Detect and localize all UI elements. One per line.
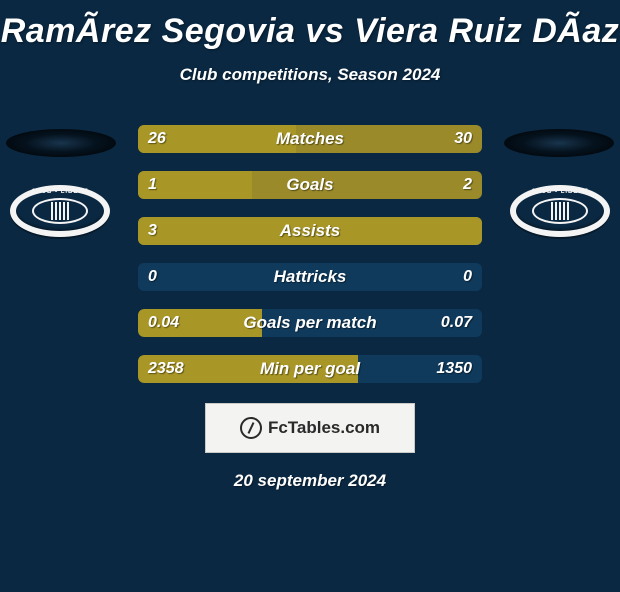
fctables-logo-icon — [240, 417, 262, 439]
stat-row: 3Assists — [138, 217, 482, 245]
source-brand: FcTables.com — [268, 418, 380, 438]
stat-value-right: 2 — [453, 171, 482, 199]
stat-fill — [138, 309, 262, 337]
stat-fill — [138, 263, 310, 291]
snapshot-date: 20 september 2024 — [0, 471, 620, 491]
stat-fill — [138, 171, 252, 199]
stat-value-right: 30 — [444, 125, 482, 153]
stat-row: 23581350Min per goal — [138, 355, 482, 383]
stat-fill — [138, 355, 358, 383]
comparison-chart: CLUB • LIBERT CLUB • LIBERT 2630Matches 1… — [0, 125, 620, 385]
stat-value-right: 0 — [453, 263, 482, 291]
stat-rows: 2630Matches 12Goals 3Assists 00Hattricks 0.0… — [138, 125, 482, 401]
stat-value-right: 0.07 — [431, 309, 482, 337]
stat-row: 0.040.07Goals per match — [138, 309, 482, 337]
stat-value-right: 1350 — [426, 355, 482, 383]
source-badge: FcTables.com — [205, 403, 415, 453]
club-crest-right: CLUB • LIBERT — [510, 185, 610, 237]
player-shadow-right — [504, 129, 614, 157]
stat-fill — [138, 125, 296, 153]
page-title: RamÃ­rez Segovia vs Viera Ruiz DÃ­az — [0, 12, 620, 51]
player-shadow-left — [6, 129, 116, 157]
stat-row: 12Goals — [138, 171, 482, 199]
stat-row: 2630Matches — [138, 125, 482, 153]
subtitle: Club competitions, Season 2024 — [0, 65, 620, 85]
stat-row: 00Hattricks — [138, 263, 482, 291]
club-crest-left: CLUB • LIBERT — [10, 185, 110, 237]
stat-fill — [138, 217, 482, 245]
